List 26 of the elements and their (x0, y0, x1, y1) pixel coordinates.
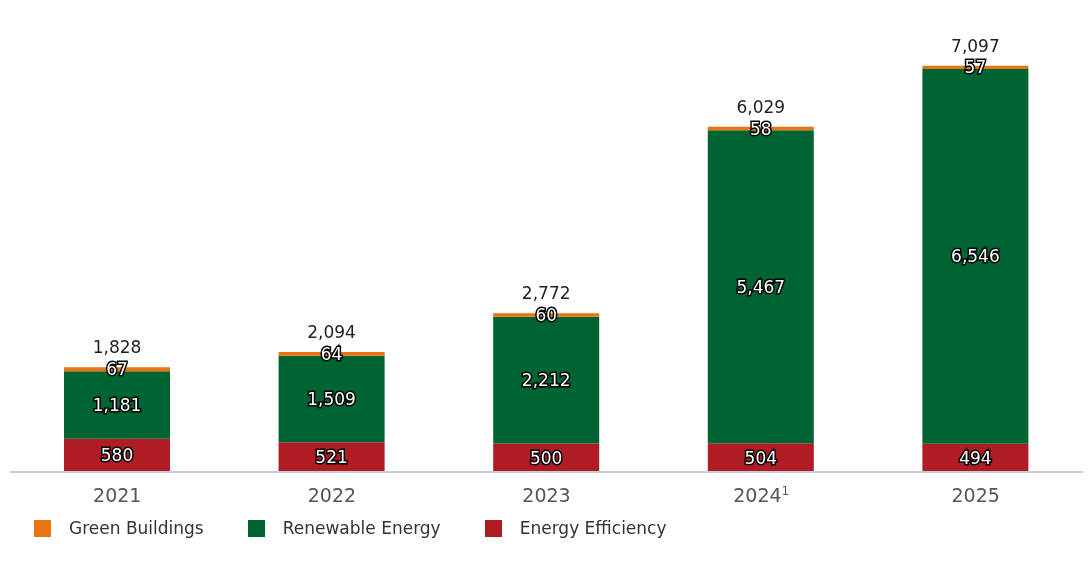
data-label: 494 (959, 447, 992, 468)
legend-label: Green Buildings (69, 518, 204, 538)
data-label: 60 (535, 305, 558, 326)
data-label: 6,546 (951, 246, 1000, 267)
legend-label: Energy Efficiency (519, 518, 667, 538)
data-label: 504 (744, 447, 778, 468)
total-label: 7,097 (951, 35, 1000, 56)
x-tick-label: 2021 (93, 484, 142, 506)
total-label: 2,772 (521, 283, 571, 304)
data-label: 5,467 (736, 276, 786, 297)
total-label: 1,828 (92, 337, 142, 358)
x-tick-label: 2023 (522, 484, 571, 506)
data-label: 521 (315, 447, 348, 468)
legend-label: Renewable Energy (282, 518, 441, 538)
total-label: 2,094 (307, 322, 356, 343)
x-tick-label: 2025 (951, 484, 1000, 506)
data-label: 1,181 (92, 395, 142, 416)
data-label: 57 (964, 57, 987, 78)
x-tick-label: 2024$^{1}$ (733, 484, 789, 506)
data-label: 1,509 (307, 389, 356, 410)
data-label: 58 (749, 118, 772, 139)
total-label: 6,029 (736, 96, 786, 117)
data-label: 580 (100, 445, 134, 466)
x-tick-label: 2022 (307, 484, 357, 506)
data-label: 2,212 (521, 370, 571, 391)
data-label: 500 (529, 447, 563, 468)
